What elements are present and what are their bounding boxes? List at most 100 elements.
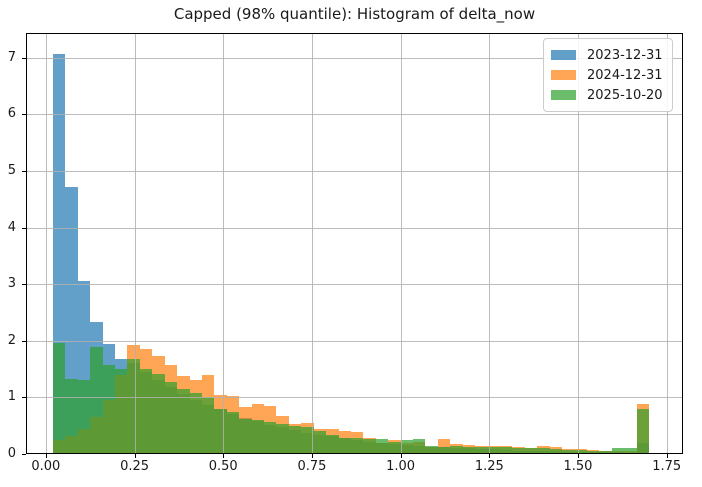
hist-bar-series-2 [624,448,637,454]
hist-bar-series-2 [499,447,513,454]
y-gridline [26,57,683,59]
hist-bar-series-2 [599,450,612,454]
y-tick [22,340,26,342]
plot-area: 2023-12-31 2024-12-31 2025-10-20 [26,33,683,454]
hist-bar-series-2 [475,447,488,454]
legend-label: 2023-12-31 [587,47,663,63]
x-tick [400,454,402,458]
x-tick [666,454,668,458]
y-gridline [26,397,683,399]
x-tick-label: 1.50 [563,459,593,474]
hist-bar-series-2 [102,364,116,454]
y-tick-label: 1 [7,389,16,405]
legend-label: 2024-12-31 [587,67,663,83]
legend-item: 2023-12-31 [551,45,664,65]
hist-bar-series-2 [363,438,376,454]
hist-bar-series-2 [487,447,500,454]
hist-bar-series-2 [189,392,202,454]
y-gridline [26,171,683,173]
x-tick-label: 0.75 [297,459,327,474]
y-tick [22,227,26,229]
x-tick [134,454,136,458]
hist-bar-series-2 [251,420,265,454]
legend-swatch-series-1 [551,70,576,80]
x-gridline [311,33,313,454]
y-tick [22,114,26,116]
y-tick-label: 2 [7,332,16,348]
hist-bar-series-2 [201,397,215,454]
x-gridline [577,33,579,454]
y-tick [22,454,26,455]
hist-bar-series-2 [611,448,625,454]
hist-bar-series-2 [313,431,327,454]
hist-bar-series-2 [264,422,277,454]
hist-bar-series-2 [239,418,252,454]
hist-bar-series-2 [115,369,128,454]
hist-bar-series-2 [177,388,190,454]
hist-bar-series-2 [139,368,153,454]
x-tick [45,454,47,458]
hist-bar-series-2 [164,381,178,454]
hist-bar-series-2 [562,450,575,454]
y-gridline [26,114,683,116]
hist-bar-series-2 [388,441,401,454]
legend-item: 2025-10-20 [551,85,664,105]
x-gridline [489,33,491,454]
hist-bar-series-2 [437,446,451,454]
hist-bar-series-2 [350,438,364,454]
hist-bar-series-2 [549,448,563,454]
y-tick-label: 4 [7,219,16,235]
hist-bar-series-2 [214,408,227,454]
legend: 2023-12-31 2024-12-31 2025-10-20 [543,38,673,112]
y-tick-label: 3 [7,276,16,292]
hist-bar-series-2 [338,438,351,454]
x-tick [577,454,579,458]
y-gridline [26,284,683,286]
y-tick-label: 5 [7,163,16,179]
hist-bar-series-2 [512,447,525,454]
hist-bar-series-2 [462,446,476,454]
hist-bar-series-2 [400,440,414,454]
legend-label: 2025-10-20 [587,87,663,103]
hist-bar-series-2 [375,439,389,454]
x-tick-label: 1.00 [386,459,416,474]
hist-bar-series-2 [326,435,339,454]
x-tick-label: 0.00 [31,459,61,474]
y-tick-label: 0 [7,446,16,461]
y-tick [22,171,26,173]
x-tick-label: 1.75 [652,459,682,474]
hist-bar-series-2 [301,426,314,454]
legend-swatch-series-2 [551,90,576,100]
y-tick [22,284,26,286]
x-gridline [134,33,136,454]
x-tick-label: 1.25 [474,459,504,474]
chart-title: Capped (98% quantile): Histogram of delt… [173,5,536,23]
hist-bar-series-2 [77,380,91,454]
x-gridline [45,33,47,454]
hist-bar-series-2 [276,424,289,454]
x-tick [311,454,313,458]
hist-bar-series-2 [636,409,649,454]
hist-bar-series-2 [288,425,302,454]
legend-item: 2024-12-31 [551,65,664,85]
legend-swatch-series-0 [551,50,576,60]
y-gridline [26,340,683,342]
hist-bar-series-2 [537,448,550,454]
y-tick-label: 7 [7,49,16,65]
hist-bar-series-2 [152,373,165,454]
x-tick-label: 0.50 [208,459,238,474]
y-tick-label: 6 [7,106,16,122]
hist-bar-series-2 [65,378,78,454]
hist-bar-series-2 [127,358,140,454]
hist-bar-series-2 [413,439,426,454]
y-tick [22,57,26,59]
x-tick-label: 0.25 [120,459,150,474]
x-gridline [223,33,225,454]
hist-bar-series-2 [450,446,463,454]
hist-bar-series-2 [586,450,600,454]
y-tick [22,397,26,399]
x-tick [223,454,225,458]
y-gridline [26,227,683,229]
x-tick [489,454,491,458]
